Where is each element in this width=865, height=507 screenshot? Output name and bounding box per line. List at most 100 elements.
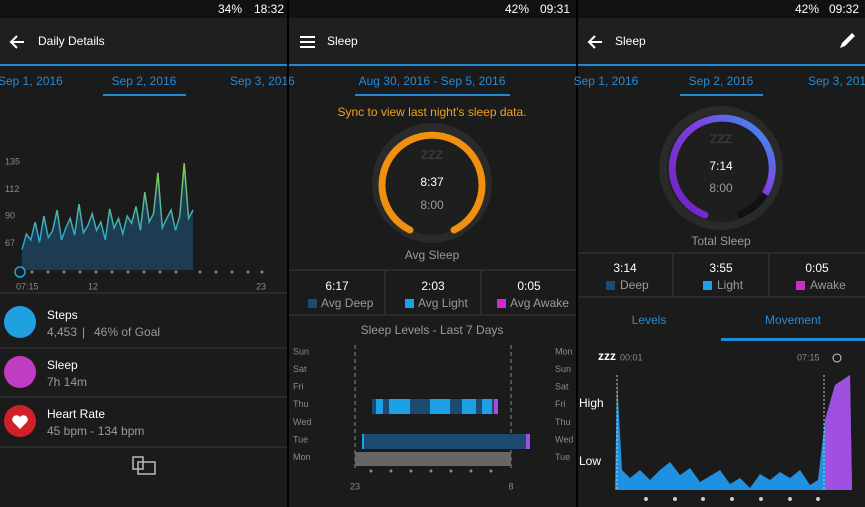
date-current: Sep 2, 2016: [689, 74, 754, 88]
y-tick-label: 67: [5, 238, 15, 248]
date-range: Aug 30, 2016 - Sep 5, 2016: [359, 74, 506, 88]
list-item-heart[interactable]: Heart Rate 45 bpm - 134 bpm: [4, 405, 144, 438]
item-extra: 46% of Goal: [94, 325, 160, 339]
panel-daily: 34% 18:32 Daily Details Sep 1, 2016 Sep …: [0, 0, 295, 475]
ring-arc: [378, 131, 486, 234]
end-label: 8: [508, 481, 513, 491]
legend-swatch: [308, 299, 317, 308]
time-dots: [369, 469, 493, 473]
ring-track: [736, 191, 768, 219]
item-detail: 4,453: [47, 325, 77, 339]
status-bar: [289, 0, 577, 18]
day-label: Tue: [293, 434, 308, 444]
movement-end: 07:15: [797, 352, 820, 362]
alarm-icon: [14, 266, 26, 278]
stat-value: 6:17: [325, 279, 349, 293]
status-bar: [578, 0, 865, 18]
day-label: Mon: [555, 346, 573, 356]
item-detail: 45 bpm - 134 bpm: [47, 424, 144, 438]
back-button[interactable]: [9, 35, 24, 49]
legend-swatch: [703, 281, 712, 290]
time-dots: [644, 497, 820, 501]
day-label: Wed: [555, 434, 573, 444]
date-next[interactable]: Sep 3, 2016: [230, 74, 295, 88]
battery: 42%: [505, 2, 529, 16]
heart-shape: [12, 415, 28, 429]
header: [578, 18, 865, 64]
date-next[interactable]: Sep 3, 2016: [808, 74, 865, 88]
panel-sleep-week: 42% 09:31 Sleep Aug 30, 2016 - Sep 5, 20…: [289, 0, 577, 491]
level-low: Low: [579, 454, 601, 468]
legend-swatch: [606, 281, 615, 290]
item-separator: |: [82, 325, 85, 339]
battery: 42%: [795, 2, 819, 16]
heart-rate-chart: 67 90 112 135: [5, 156, 194, 270]
date-prev[interactable]: Sep 1, 2016: [574, 74, 639, 88]
ring-value: 8:37: [420, 175, 444, 189]
date-current: Sep 2, 2016: [112, 74, 177, 88]
heart-rate-line: [21, 163, 194, 250]
movement-start: 00:01: [620, 352, 643, 362]
stat-label: Awake: [810, 278, 846, 292]
list-item-sleep[interactable]: Sleep 7h 14m: [4, 356, 87, 389]
day-label: Mon: [293, 452, 311, 462]
zzz-icon: ZZZ: [421, 148, 443, 162]
header-line: [289, 64, 577, 66]
day-label: Wed: [293, 417, 311, 427]
tab-levels[interactable]: Levels: [632, 313, 667, 327]
tab-indicator: [721, 338, 865, 341]
header-title: Sleep: [327, 34, 358, 48]
switch-icon[interactable]: [132, 456, 156, 475]
date-underline: [355, 94, 510, 96]
stat-value: 3:14: [613, 261, 637, 275]
y-tick-label: 135: [5, 156, 20, 166]
time: 09:31: [540, 2, 570, 16]
item-title: Steps: [47, 308, 78, 322]
x-label: 23: [256, 281, 266, 291]
day-label: Tue: [555, 452, 570, 462]
stat-label: Avg Light: [418, 296, 468, 310]
panel-sleep-day: 42% 09:32 Sleep Sep 1, 2016 Sep 2, 2016 …: [574, 0, 865, 501]
edit-button[interactable]: [840, 33, 855, 48]
start-label: 23: [350, 481, 360, 491]
sleep-icon: [4, 356, 36, 388]
battery: 34%: [218, 2, 242, 16]
header: [0, 18, 288, 64]
y-tick-label: 112: [5, 184, 19, 194]
date-underline: [680, 94, 763, 96]
legend-swatch: [405, 299, 414, 308]
date-underline: [103, 94, 186, 96]
ring-label: Total Sleep: [691, 234, 751, 248]
day-label: Sun: [293, 346, 309, 356]
x-label: 12: [88, 281, 98, 291]
day-labels: Sun Sat Fri Thu Wed Tue Mon Mon Sun Sat Fri Thu Wed T…: [293, 346, 573, 462]
list-item-steps[interactable]: Steps 4,453 | 46% of Goal: [4, 306, 160, 339]
item-detail: 7h 14m: [47, 375, 87, 389]
item-title: Sleep: [47, 358, 78, 372]
time-dots: [30, 270, 264, 274]
stat-value: 0:05: [805, 261, 829, 275]
header-title: Sleep: [615, 34, 646, 48]
menu-button[interactable]: [300, 36, 315, 48]
stat-label: Deep: [620, 278, 649, 292]
zzz-icon: ZZZ: [710, 132, 732, 146]
day-label: Sat: [555, 382, 569, 392]
date-prev[interactable]: Sep 1, 2016: [0, 74, 63, 88]
time: 09:32: [829, 2, 859, 16]
back-button[interactable]: [587, 35, 602, 49]
x-label: 07:15: [16, 281, 39, 291]
stat-value: 3:55: [709, 261, 733, 275]
movement-awake: [825, 375, 852, 490]
header-line: [0, 64, 288, 66]
header-title: Daily Details: [38, 34, 105, 48]
y-tick-label: 90: [5, 210, 15, 220]
level-high: High: [579, 396, 604, 410]
stat-label: Avg Awake: [510, 296, 569, 310]
tab-movement[interactable]: Movement: [765, 313, 822, 327]
stat-label: Light: [717, 278, 744, 292]
ring-goal: 8:00: [709, 181, 733, 195]
legend-swatch: [497, 299, 506, 308]
item-title: Heart Rate: [47, 407, 105, 421]
heart-rate-area: [22, 163, 193, 270]
